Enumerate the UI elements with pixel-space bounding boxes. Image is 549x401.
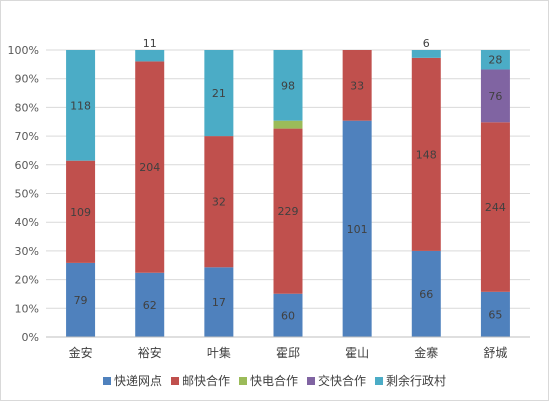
y-tick-label: 30% xyxy=(15,245,39,258)
data-label: 98 xyxy=(281,79,295,92)
data-label: 65 xyxy=(488,308,502,321)
x-category-label: 金安 xyxy=(69,345,93,360)
x-category-label: 霍山 xyxy=(345,346,369,360)
bar-segment xyxy=(480,50,510,70)
legend-label: 剩余行政村 xyxy=(386,374,447,388)
y-tick-label: 90% xyxy=(15,73,39,86)
y-tick-label: 60% xyxy=(15,159,39,172)
x-category-label: 叶集 xyxy=(207,345,231,360)
legend-swatch xyxy=(170,376,179,385)
y-tick-label: 50% xyxy=(15,188,39,201)
bar-segment xyxy=(480,291,510,337)
bar-segment xyxy=(204,136,234,268)
data-label: 62 xyxy=(143,299,157,312)
data-label: 66 xyxy=(419,288,433,301)
data-label: 229 xyxy=(278,205,299,218)
legend-swatch xyxy=(375,376,384,385)
y-tick-label: 10% xyxy=(15,302,39,315)
x-category-label: 霍邱 xyxy=(276,346,300,360)
data-label: 244 xyxy=(485,201,506,214)
bar-segment xyxy=(273,50,303,121)
legend-item: 快递网点 xyxy=(102,372,162,389)
legend-item: 邮快合作 xyxy=(170,372,230,389)
legend-label: 快电合作 xyxy=(249,374,298,388)
bar-segment xyxy=(411,250,441,337)
chart-legend: 快递网点 邮快合作 快电合作 交快合作 剩余行政村 xyxy=(0,372,549,389)
bar-segment xyxy=(66,160,96,263)
bar-segment xyxy=(204,50,234,137)
data-label: 101 xyxy=(347,223,368,236)
legend-swatch xyxy=(307,376,315,385)
legend-label: 快递网点 xyxy=(113,374,162,388)
bar-segment xyxy=(342,120,372,337)
bar-segment xyxy=(411,50,441,58)
bar-segment xyxy=(273,120,303,129)
y-tick-label: 100% xyxy=(8,44,39,57)
data-label: 32 xyxy=(212,196,226,209)
data-label: 204 xyxy=(139,161,160,174)
x-category-label: 舒城 xyxy=(483,346,507,360)
legend-item: 剩余行政村 xyxy=(375,372,446,389)
legend-swatch xyxy=(102,376,111,385)
bar-segment xyxy=(204,267,234,337)
y-tick-label: 20% xyxy=(15,274,39,287)
y-tick-label: 0% xyxy=(22,331,39,344)
y-tick-label: 40% xyxy=(15,216,39,229)
legend-label: 交快合作 xyxy=(318,374,367,388)
bar-segment xyxy=(411,57,441,251)
data-label: 6 xyxy=(423,37,430,50)
y-tick-label: 80% xyxy=(15,101,39,114)
bar-segment xyxy=(135,61,165,273)
x-category-label: 裕安 xyxy=(138,345,162,360)
bar-segment xyxy=(135,50,165,62)
data-label: 33 xyxy=(350,79,364,92)
legend-item: 快电合作 xyxy=(238,372,298,389)
legend-label: 邮快合作 xyxy=(181,374,230,388)
bar-segment xyxy=(273,293,303,337)
data-label: 21 xyxy=(212,87,226,100)
legend-swatch xyxy=(238,376,247,385)
bar-segment xyxy=(480,69,510,123)
bar-segment xyxy=(480,122,510,292)
data-label: 109 xyxy=(70,206,91,219)
data-label: 79 xyxy=(74,294,88,307)
data-label: 60 xyxy=(281,309,295,322)
data-label: 76 xyxy=(488,90,502,103)
bar-segment xyxy=(273,128,303,294)
data-label: 11 xyxy=(143,37,157,50)
x-category-label: 金寨 xyxy=(414,345,438,360)
bar-segment xyxy=(342,50,372,121)
bar-segment xyxy=(66,262,96,337)
data-label: 148 xyxy=(416,148,437,161)
data-label: 118 xyxy=(70,99,91,112)
data-label: 17 xyxy=(212,296,226,309)
data-label: 28 xyxy=(488,54,502,67)
bar-segment xyxy=(66,50,96,161)
legend-item: 交快合作 xyxy=(307,372,366,389)
bar-segment xyxy=(135,272,165,337)
y-tick-label: 70% xyxy=(15,130,39,143)
